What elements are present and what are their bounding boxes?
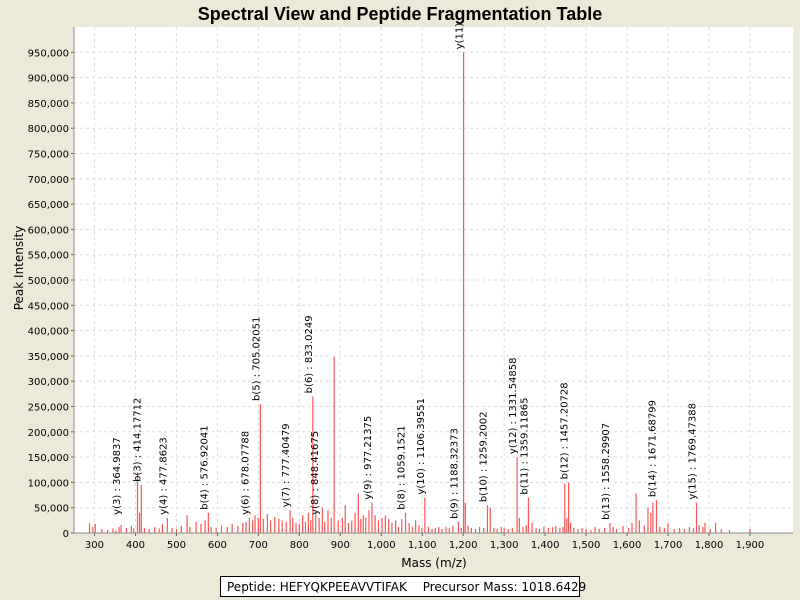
fragment-label: b(11) : 1359.11865	[519, 398, 530, 495]
x-tick-label: 900	[331, 540, 350, 551]
fragment-label: y(8) : 848.41675	[310, 431, 321, 515]
y-tick-label: 150,000	[28, 453, 69, 464]
y-tick-label: 450,000	[28, 301, 69, 312]
fragment-label: y(3) : 364.9837	[112, 437, 123, 515]
fragment-label: b(8) : 1059.1521	[396, 425, 407, 509]
x-tick-label: 1,600	[613, 540, 642, 551]
fragment-label: b(5) : 705.02051	[251, 317, 262, 401]
y-tick-label: 550,000	[28, 251, 69, 262]
fragment-label: y(12) : 1331.54858	[508, 357, 519, 454]
x-tick-label: 1,500	[572, 540, 601, 551]
x-tick-label: 700	[249, 540, 268, 551]
fragment-label: b(6) : 833.0249	[304, 315, 315, 393]
x-tick-label: 600	[208, 540, 227, 551]
axes: 0 50,000 100,000 150,000 200,000 250,000 300,0…	[28, 27, 793, 551]
x-tick-label: 1,900	[736, 540, 765, 551]
x-tick-label: 1,100	[408, 540, 437, 551]
fragment-label: y(6) : 678.07788	[240, 431, 251, 515]
y-axis-label: Peak Intensity	[12, 226, 26, 311]
peak-series	[88, 52, 751, 533]
x-tick-label: 1,800	[695, 540, 724, 551]
x-tick-label: 800	[290, 540, 309, 551]
y-tick-label: 900,000	[28, 74, 69, 85]
y-tick-label: 250,000	[28, 403, 69, 414]
y-tick-label: 300,000	[28, 377, 69, 388]
fragment-label: y(7) : 777.40479	[281, 423, 292, 507]
y-tick-label: 850,000	[28, 99, 69, 110]
x-tick-label: 1,000	[367, 540, 396, 551]
y-tick-label: 350,000	[28, 352, 69, 363]
peptide-sequence: Peptide: HEFYQKPEEAVVTIFAK	[227, 580, 407, 594]
fragment-label: b(10) : 1259.2002	[478, 411, 489, 502]
y-tick-label: 100,000	[28, 478, 69, 489]
y-tick-label: 750,000	[28, 150, 69, 161]
fragment-label: b(4) : 576.92041	[199, 425, 210, 509]
y-tick-label: 400,000	[28, 327, 69, 338]
fragment-label: b(13) : 1558.29907	[601, 423, 612, 520]
plot-area	[74, 27, 793, 533]
x-tick-label: 500	[167, 540, 186, 551]
x-tick-label: 1,300	[490, 540, 519, 551]
annotation-labels: y(3) : 364.9837 b(3) : 414.17712 y(4) : 47…	[112, 23, 698, 520]
fragment-label: y(9) : 977.21375	[363, 416, 374, 500]
fragment-label: y(11)	[455, 23, 466, 50]
y-tick-label: 800,000	[28, 124, 69, 135]
y-tick-label: 950,000	[28, 48, 69, 59]
x-tick-label: 1,700	[654, 540, 683, 551]
x-tick-label: 400	[126, 540, 145, 551]
fragment-label: b(9) : 1188.32373	[449, 428, 460, 519]
x-tick-label: 300	[85, 540, 104, 551]
y-tick-label: 700,000	[28, 175, 69, 186]
y-tick-label: 0	[63, 529, 69, 540]
y-tick-label: 50,000	[34, 504, 69, 515]
y-tick-label: 500,000	[28, 276, 69, 287]
y-tick-label: 650,000	[28, 200, 69, 211]
fragment-label: y(4) : 477.8623	[158, 437, 169, 515]
x-axis-label: Mass (m/z)	[401, 556, 466, 570]
fragment-label: b(14) : 1671.68799	[647, 400, 658, 497]
peptide-info-box: Peptide: HEFYQKPEEAVVTIFAK Precursor Mas…	[220, 576, 586, 597]
y-tick-label: 200,000	[28, 428, 69, 439]
fragment-label: b(3) : 414.17712	[132, 398, 143, 482]
precursor-mass: Precursor Mass: 1018.6429	[422, 580, 587, 594]
fragment-label: y(15) : 1769.47388	[688, 403, 699, 500]
fragment-label: b(12) : 1457.20728	[560, 382, 571, 479]
x-tick-label: 1,400	[531, 540, 560, 551]
y-tick-label: 600,000	[28, 225, 69, 236]
x-tick-label: 1,200	[449, 540, 478, 551]
fragment-label: y(10) : 1106.39551	[416, 398, 427, 495]
chart-title: Spectral View and Peptide Fragmentation …	[197, 4, 603, 24]
